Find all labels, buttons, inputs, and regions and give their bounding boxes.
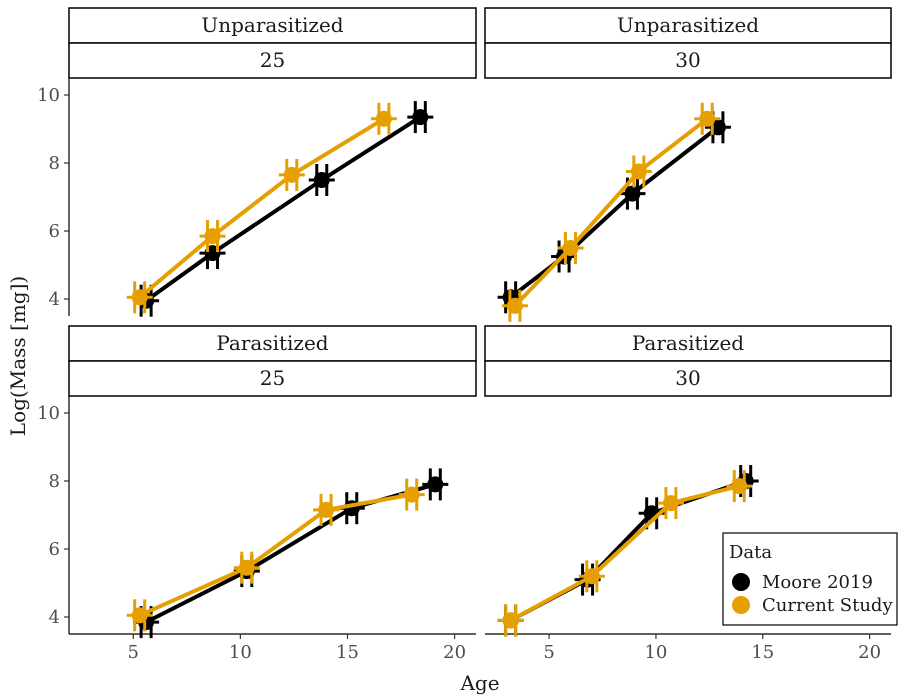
data-point	[131, 607, 148, 624]
series-line	[145, 482, 436, 624]
series-current-study	[126, 102, 397, 314]
series-line	[509, 484, 740, 623]
x-tick-label: 10	[644, 642, 667, 663]
y-tick-label: 8	[49, 153, 60, 174]
legend-key	[732, 596, 750, 614]
x-tick-label: 20	[443, 642, 466, 663]
x-tick-label: 15	[336, 642, 359, 663]
x-tick-label: 5	[543, 642, 554, 663]
data-point	[699, 110, 716, 127]
data-point	[662, 495, 679, 512]
series-line	[144, 115, 422, 303]
series-line	[138, 492, 413, 618]
panel-1: Unparasitized 25 4 6 8 10	[37, 7, 477, 317]
series-current-study	[501, 102, 721, 322]
data-point	[506, 297, 523, 314]
strip-bottom-box	[484, 42, 892, 79]
data-point	[624, 185, 641, 202]
data-point	[313, 172, 330, 188]
strip-bottom-label: 30	[675, 366, 700, 390]
data-point	[403, 486, 420, 503]
y-tick-label: 6	[49, 539, 60, 560]
x-axis-title: Age	[459, 671, 499, 695]
strip-top-label: Unparasitized	[617, 13, 759, 37]
data-point	[583, 568, 600, 585]
data-point	[204, 228, 221, 245]
strip-top-box	[484, 7, 892, 44]
data-point	[562, 240, 579, 256]
data-point	[731, 478, 748, 495]
y-tick-label: 8	[49, 471, 60, 492]
strip-bottom-label: 30	[675, 48, 700, 72]
strip-top-label: Unparasitized	[201, 13, 343, 37]
data-point	[427, 476, 444, 493]
y-tick-label: 6	[49, 221, 60, 242]
strip-top-box	[484, 325, 892, 362]
data-point	[502, 612, 519, 629]
data-point	[131, 289, 148, 306]
y-tick-label: 4	[49, 607, 60, 628]
panel-3: Parasitized 25 4 6 8 10 5 10 15 20	[37, 325, 477, 663]
strip-bottom-label: 25	[260, 366, 285, 390]
strip-top-box	[68, 7, 477, 44]
strip-top-label: Parasitized	[632, 331, 744, 355]
series-line	[513, 117, 709, 308]
y-axis-title: Log(Mass [mg])	[6, 276, 30, 436]
y-tick-label: 10	[37, 85, 60, 106]
x-tick-label: 20	[858, 642, 881, 663]
data-point	[630, 163, 647, 180]
strip-top-label: Parasitized	[216, 331, 328, 355]
legend-title: Data	[729, 542, 772, 563]
series-current-study	[497, 470, 753, 637]
legend-box	[722, 532, 898, 626]
x-tick-label: 5	[128, 642, 139, 663]
data-point	[709, 119, 726, 136]
data-point	[412, 109, 429, 126]
data-point	[283, 166, 300, 183]
panel-2: Unparasitized 30	[484, 7, 892, 322]
strip-bottom-box	[484, 360, 892, 397]
x-tick-label: 10	[229, 642, 252, 663]
y-tick-label: 4	[49, 289, 60, 310]
legend-label: Current Study	[762, 595, 893, 616]
strip-bottom-label: 25	[260, 48, 285, 72]
series-current-study	[126, 478, 425, 632]
data-point	[375, 110, 392, 127]
series-line	[509, 125, 720, 299]
data-point	[238, 559, 255, 576]
legend-label: Moore 2019	[762, 572, 873, 593]
data-point	[318, 501, 335, 518]
legend-key	[732, 573, 750, 591]
x-tick-label: 15	[751, 642, 774, 663]
series-line	[138, 117, 385, 299]
series-moore-2019	[497, 111, 731, 314]
y-tick-label: 10	[37, 403, 60, 424]
strip-bottom-box	[68, 360, 477, 397]
panel-4: Parasitized 30 5 10 15 20	[484, 325, 892, 663]
strip-bottom-box	[68, 42, 477, 79]
